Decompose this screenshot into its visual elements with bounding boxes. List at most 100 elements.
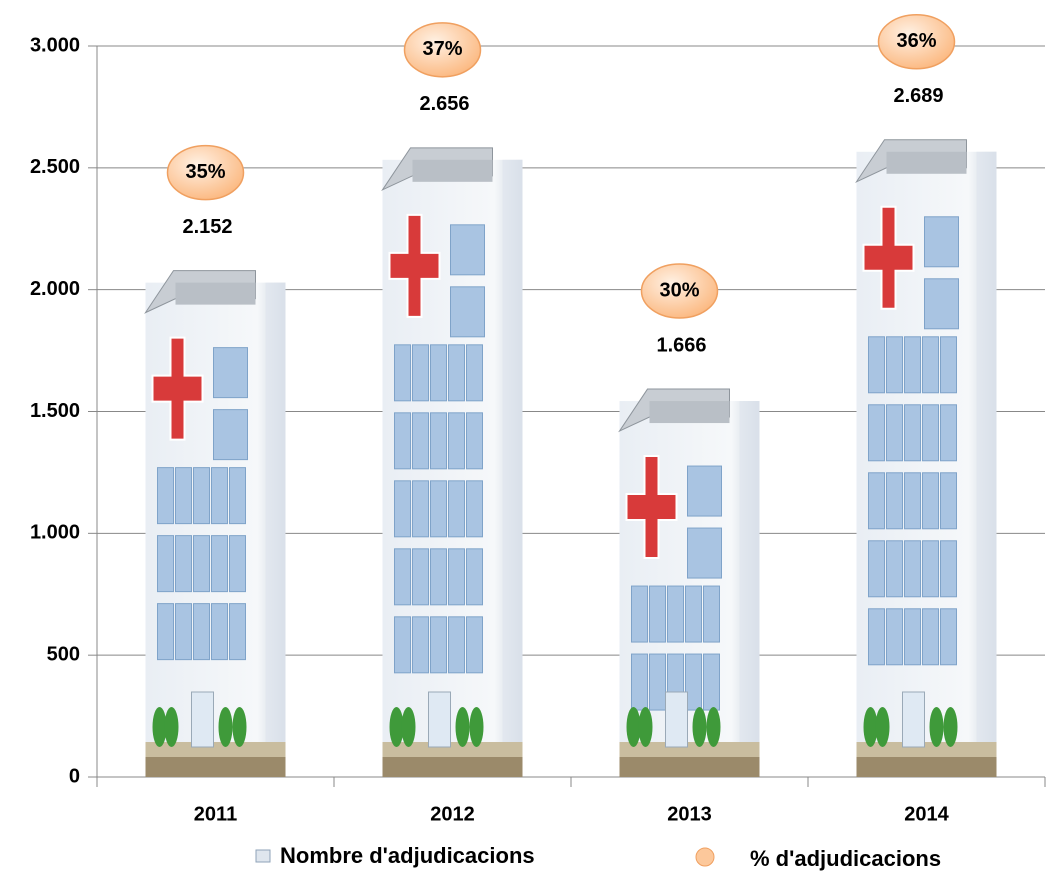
window <box>868 540 885 598</box>
window <box>685 585 702 643</box>
window <box>430 548 447 606</box>
x-tick-label: 2014 <box>904 803 949 825</box>
y-tick-label: 3.000 <box>30 34 80 56</box>
value-label: 2.656 <box>419 93 469 115</box>
window <box>193 535 210 593</box>
window <box>448 344 465 402</box>
window <box>466 480 483 538</box>
window <box>886 336 903 394</box>
window <box>687 527 722 579</box>
percent-label: 37% <box>422 38 462 60</box>
bar <box>381 147 523 777</box>
tree <box>152 707 167 747</box>
window <box>229 603 246 661</box>
window <box>430 616 447 674</box>
window <box>412 344 429 402</box>
window <box>904 540 921 598</box>
tree <box>706 707 721 747</box>
y-tick-label: 1.500 <box>30 400 80 422</box>
window <box>430 412 447 470</box>
window <box>649 585 666 643</box>
window <box>448 412 465 470</box>
y-tick-label: 0 <box>69 765 80 787</box>
tree <box>943 707 958 747</box>
y-tick-label: 500 <box>47 643 80 665</box>
window <box>466 616 483 674</box>
y-tick-label: 1.000 <box>30 522 80 544</box>
legend-swatch <box>255 849 271 863</box>
bar <box>144 270 286 777</box>
tree <box>469 707 484 747</box>
y-tick-label: 2.500 <box>30 156 80 178</box>
percent-bubble <box>166 144 245 201</box>
window <box>904 608 921 666</box>
window <box>157 603 174 661</box>
window <box>886 472 903 530</box>
tree <box>218 707 233 747</box>
roof-box <box>175 282 256 305</box>
bar <box>855 139 997 777</box>
window <box>412 480 429 538</box>
x-tick-label: 2013 <box>667 803 712 825</box>
window <box>175 535 192 593</box>
value-label: 2.689 <box>893 85 943 107</box>
building-side <box>976 151 997 777</box>
window <box>193 467 210 525</box>
window <box>703 585 720 643</box>
window <box>940 472 957 530</box>
base <box>856 757 997 777</box>
window <box>157 467 174 525</box>
tree <box>389 707 404 747</box>
base <box>145 757 286 777</box>
window <box>940 608 957 666</box>
window <box>430 344 447 402</box>
window <box>394 616 411 674</box>
window <box>175 603 192 661</box>
window <box>157 535 174 593</box>
window <box>394 344 411 402</box>
tree <box>626 707 641 747</box>
window <box>904 404 921 462</box>
roof-box <box>412 159 493 182</box>
window <box>412 616 429 674</box>
window <box>904 472 921 530</box>
ground <box>145 742 286 757</box>
window <box>687 465 722 517</box>
roof-box <box>649 401 730 424</box>
window <box>412 548 429 606</box>
tree <box>875 707 890 747</box>
ground <box>382 742 523 757</box>
red-cross <box>625 455 678 560</box>
window <box>211 467 228 525</box>
window <box>211 535 228 593</box>
tree <box>863 707 878 747</box>
percent-label: 36% <box>896 30 936 52</box>
window <box>448 480 465 538</box>
building-side <box>502 159 523 777</box>
window <box>703 653 720 711</box>
legend-swatch <box>695 847 715 867</box>
building-side <box>265 282 286 777</box>
percent-bubble <box>403 22 482 78</box>
window <box>450 286 485 338</box>
window <box>667 585 684 643</box>
door <box>428 691 451 748</box>
door <box>191 691 214 748</box>
percent-bubble <box>877 14 956 70</box>
window <box>924 278 959 330</box>
window <box>886 608 903 666</box>
ground <box>619 742 760 757</box>
tree <box>455 707 470 747</box>
window <box>466 412 483 470</box>
window <box>685 653 702 711</box>
y-tick-label: 2.000 <box>30 278 80 300</box>
door <box>902 691 925 748</box>
window <box>448 548 465 606</box>
door <box>665 691 688 748</box>
window <box>175 467 192 525</box>
ground <box>856 742 997 757</box>
window <box>940 540 957 598</box>
window <box>868 404 885 462</box>
window <box>940 404 957 462</box>
value-label: 2.152 <box>182 216 232 238</box>
